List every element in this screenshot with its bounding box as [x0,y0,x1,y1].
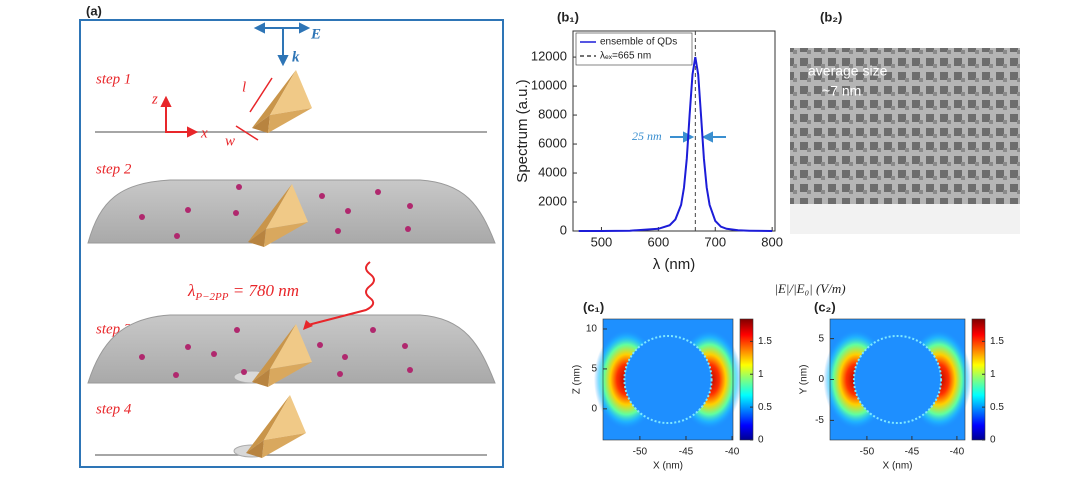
y-tick-label: 0 [591,403,597,414]
y-tick-label: 6000 [538,135,567,150]
plot-frame [602,318,734,441]
x-tick-label: -45 [905,447,920,458]
colorbar [739,318,754,441]
line-series [578,56,773,232]
panel-frame [79,19,504,468]
x-tick-label: 800 [761,234,783,249]
legend-label: λₑₓ=665 nm [600,51,651,62]
panel-label: (a) [86,3,102,18]
x-tick-label: 700 [704,234,726,249]
y-axis-label: Z (nm) [572,365,583,394]
x-tick-label: 500 [591,234,613,249]
tem-image [790,48,1020,234]
fwhm-arrows [670,131,726,143]
dimension-label: w [225,133,235,149]
quantum-dots [139,327,413,378]
y-tick-label: 5 [818,333,824,344]
laser-label: λP−2PP = 780 nm [187,281,299,303]
nanosphere [852,334,943,425]
x-tick-label: -40 [950,447,965,458]
y-tick-label: 0 [560,222,567,237]
axis-label: z [151,91,158,107]
y-tick-label: 12000 [531,49,567,64]
panel-label: (c₁) [583,299,604,314]
x-axis-label: X (nm) [883,461,913,472]
x-tick-label: 600 [648,234,670,249]
x-tick-label: -40 [725,447,740,458]
vector-label: k [292,49,300,65]
legend-box [575,32,693,66]
y-axis-label: Spectrum (a.u.) [514,79,531,182]
dimension-label: l [242,79,246,95]
colorbar-tick-label: 1.5 [758,336,772,347]
y-tick-label: 0 [818,374,824,385]
tem-annotation: ~7 nm [822,83,861,99]
x-axis-label: λ (nm) [653,256,696,273]
step-label: step 1 [96,71,131,87]
frame-arrows [160,95,199,138]
y-tick-label: 5 [591,364,597,375]
crystal [252,70,312,133]
x-tick-label: -50 [633,447,648,458]
colorbar-tick-label: 1 [990,369,996,380]
x-axis-label: X (nm) [653,461,683,472]
y-tick-label: 10000 [531,78,567,93]
y-tick-label: 10 [586,324,598,335]
colorbar-tick-label: 1.5 [990,336,1004,347]
panel-label: (b₂) [820,9,842,24]
vector-label: E [310,26,321,42]
step-label: step 2 [96,161,132,177]
colormap-title: |E|/|E₀| (V/m) [774,281,845,296]
vector-arrows [253,22,311,67]
axis-label: x [200,125,208,141]
laser-subscript: P−2PP [194,291,228,303]
y-tick-label: 2000 [538,193,567,208]
crystal [246,395,306,458]
tem-footer [790,204,1020,234]
panel-label: (b₁) [557,9,579,24]
colorbar-tick-label: 1 [758,369,764,380]
dimension-lines [235,77,273,141]
tem-annotation: average size [808,63,888,79]
annotation: 25 nm [632,129,662,143]
y-tick-label: 8000 [538,106,567,121]
step-label: step 4 [96,401,132,417]
x-tick-label: -45 [679,447,694,458]
y-axis-label: Y (nm) [799,365,810,395]
laser-arrowhead [303,320,313,330]
colorbar-tick-label: 0.5 [758,402,772,413]
colorbar [971,318,986,441]
colorbar-tick-label: 0.5 [990,402,1004,413]
panel-label: (c₂) [814,299,836,314]
x-tick-label: -50 [860,447,875,458]
nanosphere [623,334,713,425]
laser-wavelength: = 780 nm [228,281,299,300]
y-tick-label: -5 [815,415,824,426]
y-tick-label: 4000 [538,164,567,179]
laser-beam [307,261,375,326]
colorbar-tick-label: 0 [990,435,996,446]
legend-label: ensemble of QDs [600,37,677,48]
plot-frame [572,30,776,232]
quantum-dots [139,184,413,239]
colorbar-tick-label: 0 [758,435,764,446]
laser-symbol: λ [187,281,195,300]
